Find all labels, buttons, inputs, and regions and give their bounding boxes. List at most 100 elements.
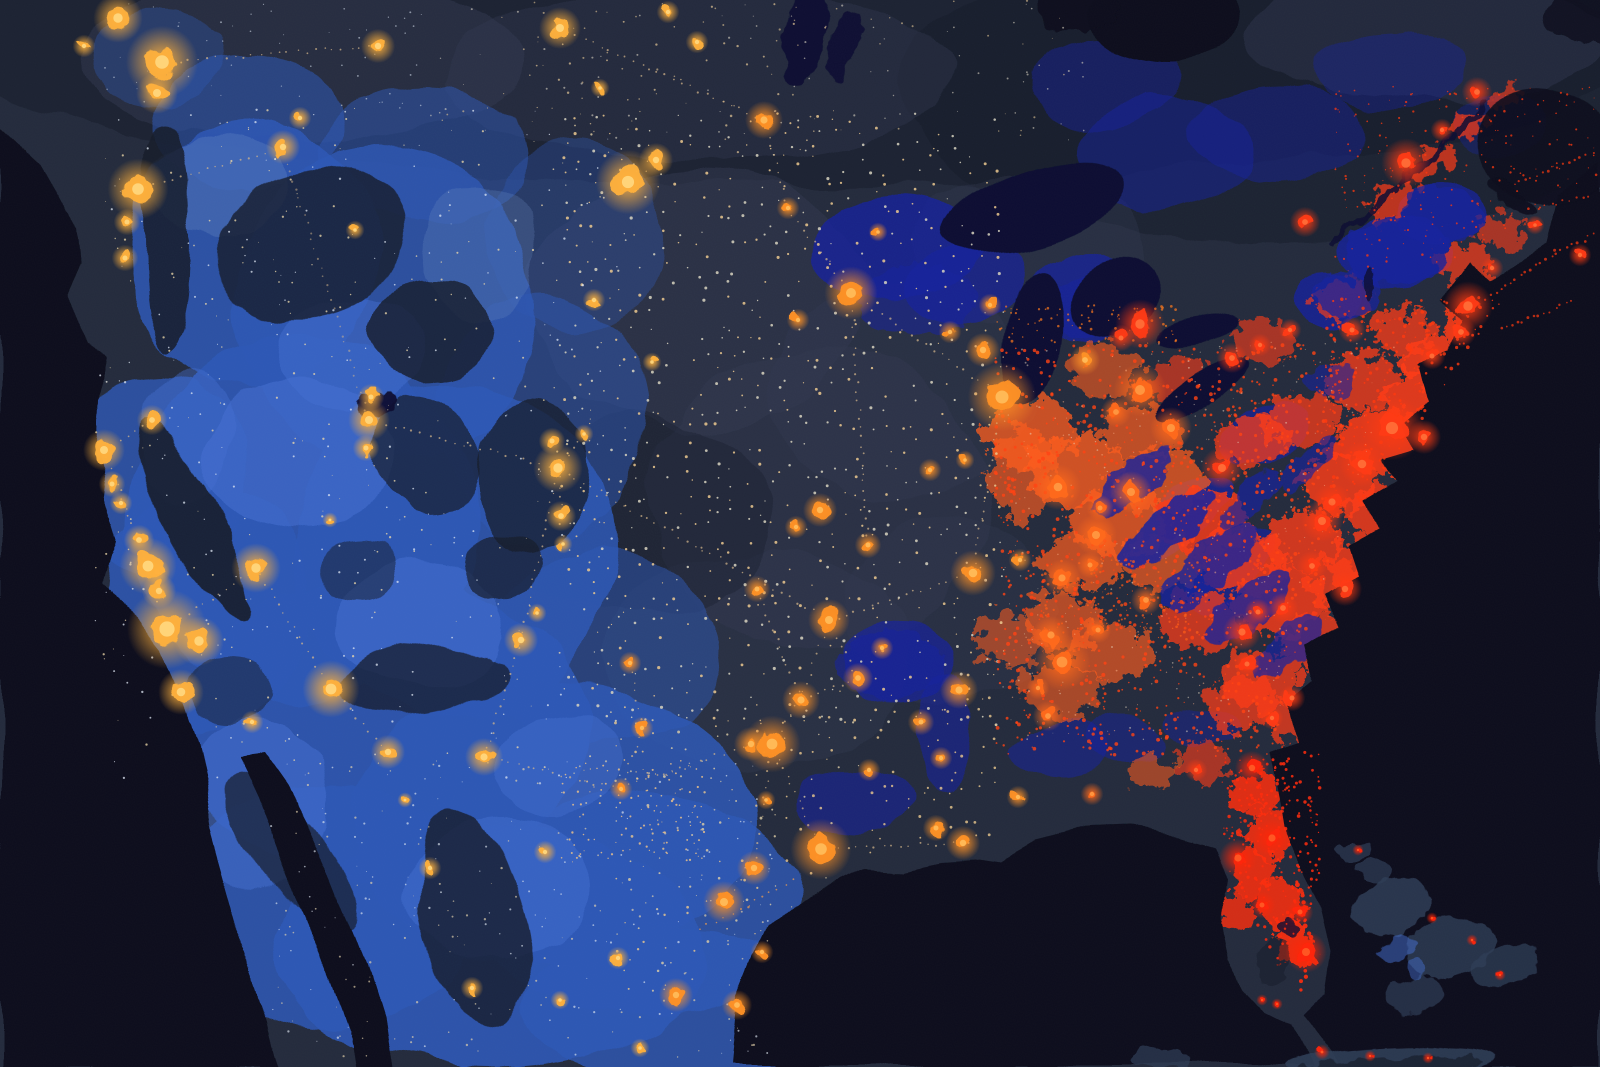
town-light-dot	[1256, 455, 1260, 459]
town-light-dot	[1323, 419, 1328, 423]
town-light-dot	[270, 10, 272, 12]
town-light-dot	[1062, 407, 1064, 409]
town-light-dot	[861, 467, 864, 470]
town-light-dot	[828, 182, 831, 186]
town-light-dot	[207, 374, 209, 376]
town-light-dot	[995, 486, 999, 490]
town-light-dot	[1167, 639, 1171, 643]
town-light-dot	[848, 597, 851, 599]
town-light-dot	[1216, 499, 1221, 503]
town-light-dot	[1277, 672, 1278, 674]
town-light-dot	[353, 985, 356, 988]
town-light-dot	[1129, 570, 1132, 573]
town-light-dot	[1097, 340, 1101, 343]
town-light-dot	[887, 210, 890, 213]
town-light-dot	[1249, 822, 1253, 826]
town-light-dot	[729, 114, 733, 118]
town-light-dot	[1424, 129, 1427, 133]
town-light-dot	[1026, 738, 1029, 741]
town-light-dot	[597, 662, 600, 665]
town-light-dot	[832, 110, 835, 112]
town-light-dot	[1163, 645, 1167, 649]
town-light-dot	[1223, 827, 1225, 829]
town-light-dot	[1298, 812, 1301, 815]
town-light-dot	[833, 467, 837, 470]
town-light-dot	[729, 1039, 732, 1041]
town-light-dot	[1030, 646, 1032, 649]
town-light-dot	[1198, 684, 1201, 687]
town-light-dot	[1080, 323, 1083, 326]
town-light-dot	[745, 63, 749, 66]
town-light-dot	[313, 113, 315, 116]
town-light-dot	[1338, 435, 1342, 439]
town-light-dot	[1280, 856, 1283, 859]
town-light-dot	[579, 853, 582, 855]
highway-light-dot	[696, 91, 699, 94]
town-light-dot	[815, 358, 819, 362]
town-light-dot	[737, 336, 739, 339]
town-light-dot	[591, 241, 593, 243]
town-light-dot	[826, 266, 830, 270]
town-light-dot	[1240, 804, 1243, 807]
town-light-dot	[1244, 594, 1248, 598]
town-light-dot	[1558, 100, 1561, 102]
town-light-dot	[1504, 227, 1507, 230]
town-light-dot	[304, 343, 306, 346]
town-light-dot	[1170, 481, 1173, 484]
town-light-dot	[1091, 697, 1095, 701]
town-light-dot	[1345, 403, 1348, 406]
town-light-dot	[1154, 458, 1159, 463]
town-light-dot	[1353, 427, 1356, 430]
highway-light-dot	[293, 626, 296, 628]
town-light-dot	[1103, 433, 1106, 436]
town-light-dot	[313, 372, 316, 376]
town-light-dot	[950, 779, 954, 782]
town-light-dot	[977, 707, 980, 711]
town-light-dot	[619, 309, 622, 312]
town-light-dot	[1171, 491, 1175, 495]
town-light-dot	[1175, 625, 1178, 629]
town-light-dot	[600, 341, 602, 344]
town-light-dot	[1449, 366, 1454, 371]
town-light-dot	[1204, 516, 1207, 519]
town-light-dot	[296, 193, 298, 195]
highway-light-dot	[315, 47, 318, 51]
town-light-dot	[351, 655, 355, 658]
town-light-dot	[1257, 554, 1261, 558]
town-light-dot	[1266, 444, 1268, 446]
town-light-dot	[368, 980, 371, 983]
town-light-dot	[1132, 560, 1135, 564]
town-light-dot	[1255, 413, 1260, 417]
highway-light-dot	[653, 522, 655, 524]
town-light-dot	[1184, 613, 1187, 616]
town-light-dot	[509, 1008, 511, 1011]
town-light-dot	[1238, 734, 1242, 738]
town-light-dot	[1271, 427, 1274, 429]
town-light-dot	[750, 696, 752, 699]
town-light-dot	[1496, 91, 1498, 93]
highway-light-dot	[810, 662, 813, 664]
town-light-dot	[1085, 692, 1089, 696]
town-light-dot	[530, 705, 532, 707]
town-light-dot	[548, 768, 549, 770]
town-light-dot	[1354, 403, 1358, 406]
town-light-dot	[1455, 93, 1458, 96]
town-light-dot	[670, 799, 674, 803]
town-light-dot	[248, 533, 251, 536]
highway-light-dot	[759, 824, 761, 826]
town-light-dot	[534, 110, 536, 112]
town-light-dot	[588, 451, 591, 454]
town-light-dot	[653, 694, 656, 697]
town-light-dot	[902, 451, 906, 455]
town-light-dot	[1014, 347, 1017, 350]
town-light-dot	[1067, 423, 1070, 425]
town-light-dot	[448, 204, 451, 207]
town-light-dot	[630, 796, 633, 800]
town-light-dot	[1322, 578, 1325, 580]
town-light-dot	[960, 754, 964, 758]
town-light-dot	[1262, 545, 1267, 550]
town-light-dot	[1587, 167, 1589, 169]
town-light-dot	[1328, 314, 1332, 319]
town-light-dot	[1476, 107, 1478, 110]
town-light-dot	[982, 745, 985, 749]
